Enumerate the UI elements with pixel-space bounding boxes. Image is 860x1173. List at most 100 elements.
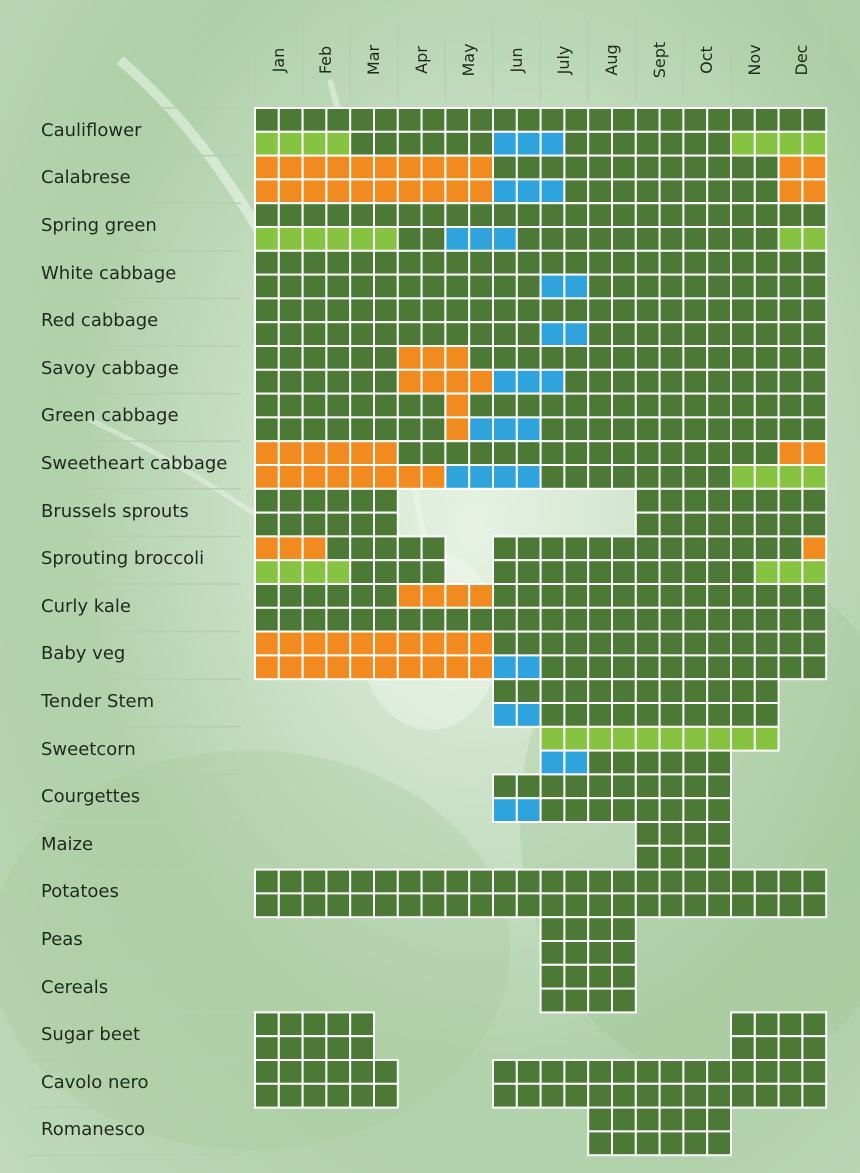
- calendar-cell: [777, 321, 804, 348]
- calendar-cell: [587, 226, 614, 252]
- calendar-cell: [563, 749, 590, 776]
- calendar-cell: [682, 559, 709, 586]
- calendar-cell: [515, 392, 542, 419]
- calendar-cell: [277, 868, 304, 895]
- calendar-cell: [658, 535, 685, 562]
- calendar-cell: [492, 416, 518, 443]
- month-label: Jan: [268, 47, 288, 73]
- calendar-cell: [515, 249, 542, 276]
- calendar-cell: [539, 154, 566, 181]
- calendar-cell: [396, 535, 423, 562]
- calendar-cell: [373, 1082, 399, 1109]
- calendar-cell: [515, 1082, 542, 1109]
- calendar-cell: [539, 202, 566, 228]
- calendar-cell: [658, 630, 685, 657]
- calendar-cell: [563, 178, 590, 205]
- calendar-cell: [539, 940, 566, 966]
- calendar-cell: [444, 178, 471, 205]
- calendar-cell: [706, 178, 733, 205]
- calendar-cell: [658, 1130, 685, 1157]
- calendar-cell: [515, 321, 542, 348]
- calendar-cell: [301, 154, 328, 181]
- calendar-cell: [730, 345, 756, 371]
- calendar-cell: [468, 130, 495, 157]
- calendar-cell: [730, 464, 756, 490]
- calendar-cell: [587, 1106, 614, 1133]
- calendar-cell: [277, 249, 304, 276]
- calendar-cell: [587, 416, 614, 443]
- calendar-cell: [611, 868, 637, 895]
- calendar-cell: [468, 440, 495, 467]
- calendar-cell: [563, 321, 590, 348]
- calendar-cell: [706, 1059, 733, 1085]
- calendar-cell: [539, 606, 566, 633]
- calendar-cell: [682, 226, 709, 252]
- calendar-cell: [396, 559, 423, 586]
- calendar-cell: [682, 844, 709, 871]
- calendar-cell: [658, 368, 685, 395]
- calendar-cell: [658, 797, 685, 824]
- calendar-cell: [349, 583, 376, 609]
- calendar-cell: [658, 321, 685, 348]
- calendar-cell: [753, 107, 780, 133]
- calendar-cell: [492, 1082, 518, 1109]
- calendar-cell: [658, 392, 685, 419]
- calendar-cell: [682, 535, 709, 562]
- calendar-cell: [373, 154, 399, 181]
- calendar-cell: [349, 1035, 376, 1061]
- month-label: Dec: [792, 44, 812, 76]
- calendar-cell: [563, 940, 590, 966]
- calendar-cell: [611, 178, 637, 205]
- month-label: Nov: [744, 44, 764, 76]
- calendar-cell: [492, 702, 518, 728]
- calendar-cell: [634, 178, 661, 205]
- calendar-cell: [539, 702, 566, 728]
- calendar-cell: [777, 345, 804, 371]
- calendar-cell: [777, 154, 804, 181]
- calendar-cell: [706, 249, 733, 276]
- calendar-cell: [373, 583, 399, 609]
- calendar-cell: [539, 797, 566, 824]
- calendar-cell: [753, 487, 780, 514]
- calendar-cell: [706, 130, 733, 157]
- calendar-cell: [611, 202, 637, 228]
- calendar-cell: [777, 130, 804, 157]
- calendar-cell: [254, 345, 280, 371]
- calendar-cell: [587, 202, 614, 228]
- calendar-cell: [349, 654, 376, 681]
- calendar-cell: [468, 654, 495, 681]
- crop-label: Curly kale: [41, 595, 131, 617]
- calendar-cell: [658, 154, 685, 181]
- calendar-cell: [730, 154, 756, 181]
- calendar-cell: [658, 107, 685, 133]
- calendar-cell: [301, 416, 328, 443]
- calendar-cell: [468, 273, 495, 300]
- calendar-cell: [801, 1059, 828, 1085]
- calendar-cell: [563, 797, 590, 824]
- calendar-cell: [444, 440, 471, 467]
- calendar-cell: [420, 154, 447, 181]
- calendar-cell: [254, 226, 280, 252]
- calendar-cell: [420, 583, 447, 609]
- calendar-cell: [373, 297, 399, 324]
- calendar-cell: [420, 535, 447, 562]
- calendar-cell: [492, 797, 518, 824]
- calendar-cell: [349, 202, 376, 228]
- calendar-cell: [539, 916, 566, 943]
- calendar-cell: [753, 440, 780, 467]
- calendar-cell: [634, 440, 661, 467]
- calendar-cell: [420, 130, 447, 157]
- calendar-cell: [492, 630, 518, 657]
- calendar-cell: [563, 892, 590, 919]
- calendar-cell: [682, 1082, 709, 1109]
- calendar-cell: [396, 630, 423, 657]
- calendar-cell: [801, 321, 828, 348]
- calendar-cell: [254, 321, 280, 348]
- calendar-cell: [468, 464, 495, 490]
- calendar-cell: [587, 273, 614, 300]
- calendar-cell: [325, 345, 352, 371]
- calendar-cell: [254, 249, 280, 276]
- calendar-cell: [325, 1035, 352, 1061]
- calendar-cell: [492, 154, 518, 181]
- calendar-cell: [634, 702, 661, 728]
